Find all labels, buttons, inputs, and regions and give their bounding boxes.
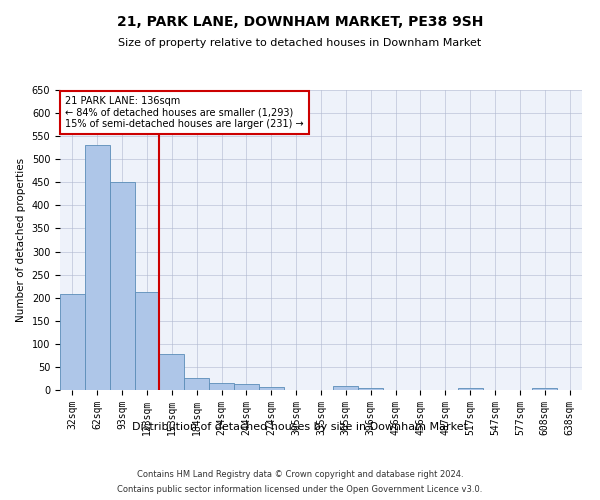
Bar (334, 386, 358, 390)
Bar (184, 378, 209, 390)
Y-axis label: Number of detached properties: Number of detached properties (16, 158, 26, 322)
Bar (160, 354, 184, 390)
Bar (134, 292, 160, 390)
Text: 21, PARK LANE, DOWNHAM MARKET, PE38 9SH: 21, PARK LANE, DOWNHAM MARKET, PE38 9SH (117, 15, 483, 29)
Bar (358, 388, 383, 390)
Text: Contains HM Land Registry data © Crown copyright and database right 2024.: Contains HM Land Registry data © Crown c… (137, 470, 463, 479)
Bar (209, 383, 234, 390)
Bar (259, 387, 284, 390)
Bar (60, 294, 85, 390)
Text: Contains public sector information licensed under the Open Government Licence v3: Contains public sector information licen… (118, 485, 482, 494)
Bar (234, 384, 259, 390)
Text: 21 PARK LANE: 136sqm
← 84% of detached houses are smaller (1,293)
15% of semi-de: 21 PARK LANE: 136sqm ← 84% of detached h… (65, 96, 304, 129)
Bar (458, 388, 482, 390)
Bar (85, 146, 110, 390)
Bar (532, 388, 557, 390)
Bar (110, 182, 134, 390)
Text: Distribution of detached houses by size in Downham Market: Distribution of detached houses by size … (132, 422, 468, 432)
Text: Size of property relative to detached houses in Downham Market: Size of property relative to detached ho… (118, 38, 482, 48)
